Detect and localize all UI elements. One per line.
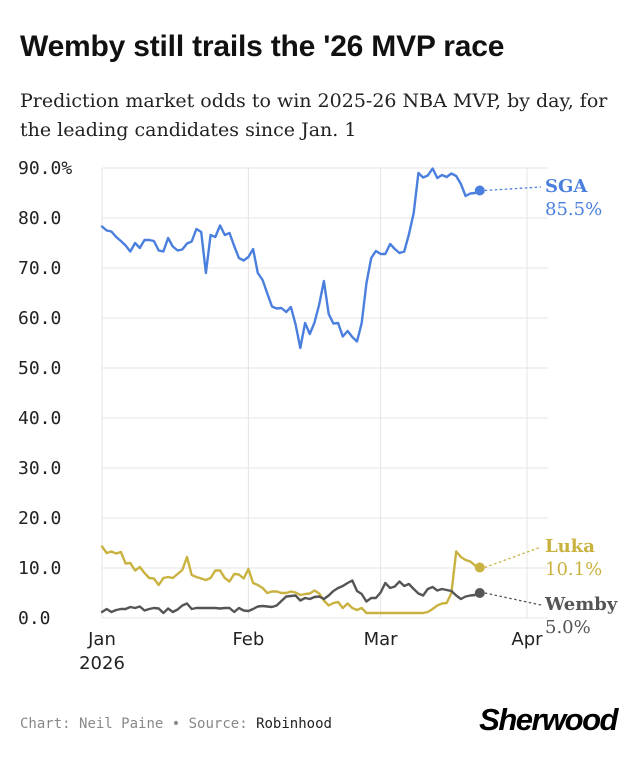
credit-label: Chart: xyxy=(20,716,71,732)
y-tick-label: 10.0 xyxy=(18,558,61,579)
axis-ticks: 0.0 10.0 20.0 30.0 40.0 50.0 60.0 70.0 80.0 90.0%… xyxy=(18,158,543,674)
chart-footer: Chart: Neil Paine • Source: Robinhood xyxy=(20,716,332,732)
end-point-luka xyxy=(474,562,485,573)
end-connector-luka xyxy=(484,546,542,569)
end-connector-wemby xyxy=(484,592,542,606)
y-tick-label: 80.0 xyxy=(18,208,61,229)
end-value-luka: 10.1% xyxy=(545,559,602,580)
y-tick-label: 30.0 xyxy=(18,458,61,479)
chart-title: Wemby still trails the '26 MVP race xyxy=(20,30,505,63)
brand-logo: Sherwood xyxy=(479,702,618,737)
end-point-wemby xyxy=(474,588,485,598)
y-tick-label: 70.0 xyxy=(18,258,61,279)
end-point-sga xyxy=(474,185,485,196)
end-label-wemby: Wemby xyxy=(544,594,618,615)
source-name: Robinhood xyxy=(256,716,332,732)
y-tick-label: 60.0 xyxy=(18,308,61,329)
x-tick-sublabel: 2026 xyxy=(79,653,125,674)
y-tick-label: 0.0 xyxy=(18,608,51,629)
separator: • xyxy=(171,716,181,732)
y-tick-label: 40.0 xyxy=(18,408,61,429)
series-lines xyxy=(100,167,481,615)
series-line-luka xyxy=(100,545,481,615)
y-tick-label: 50.0 xyxy=(18,358,61,379)
y-tick-label: 90.0% xyxy=(18,158,72,179)
y-tick-label: 20.0 xyxy=(18,508,61,529)
x-tick-label: Feb xyxy=(232,629,264,650)
chart-subtitle: Prediction market odds to win 2025-26 NB… xyxy=(20,90,608,141)
series-line-wemby xyxy=(100,579,481,615)
end-connector-sga xyxy=(484,186,542,192)
line-chart: 0.0 10.0 20.0 30.0 40.0 50.0 60.0 70.0 80.0 90.0%… xyxy=(18,158,618,674)
credit-name: Neil Paine xyxy=(79,716,164,732)
end-value-wemby: 5.0% xyxy=(545,617,591,638)
source-label: Source: xyxy=(188,716,248,732)
end-label-luka: Luka xyxy=(545,536,595,557)
end-value-sga: 85.5% xyxy=(545,199,602,220)
x-tick-label: Jan xyxy=(87,629,116,650)
gridlines xyxy=(101,167,548,619)
x-tick-label: Apr xyxy=(511,629,543,650)
series-line-sga xyxy=(100,167,481,350)
x-tick-label: Mar xyxy=(364,629,399,650)
end-label-sga: SGA xyxy=(545,176,588,197)
